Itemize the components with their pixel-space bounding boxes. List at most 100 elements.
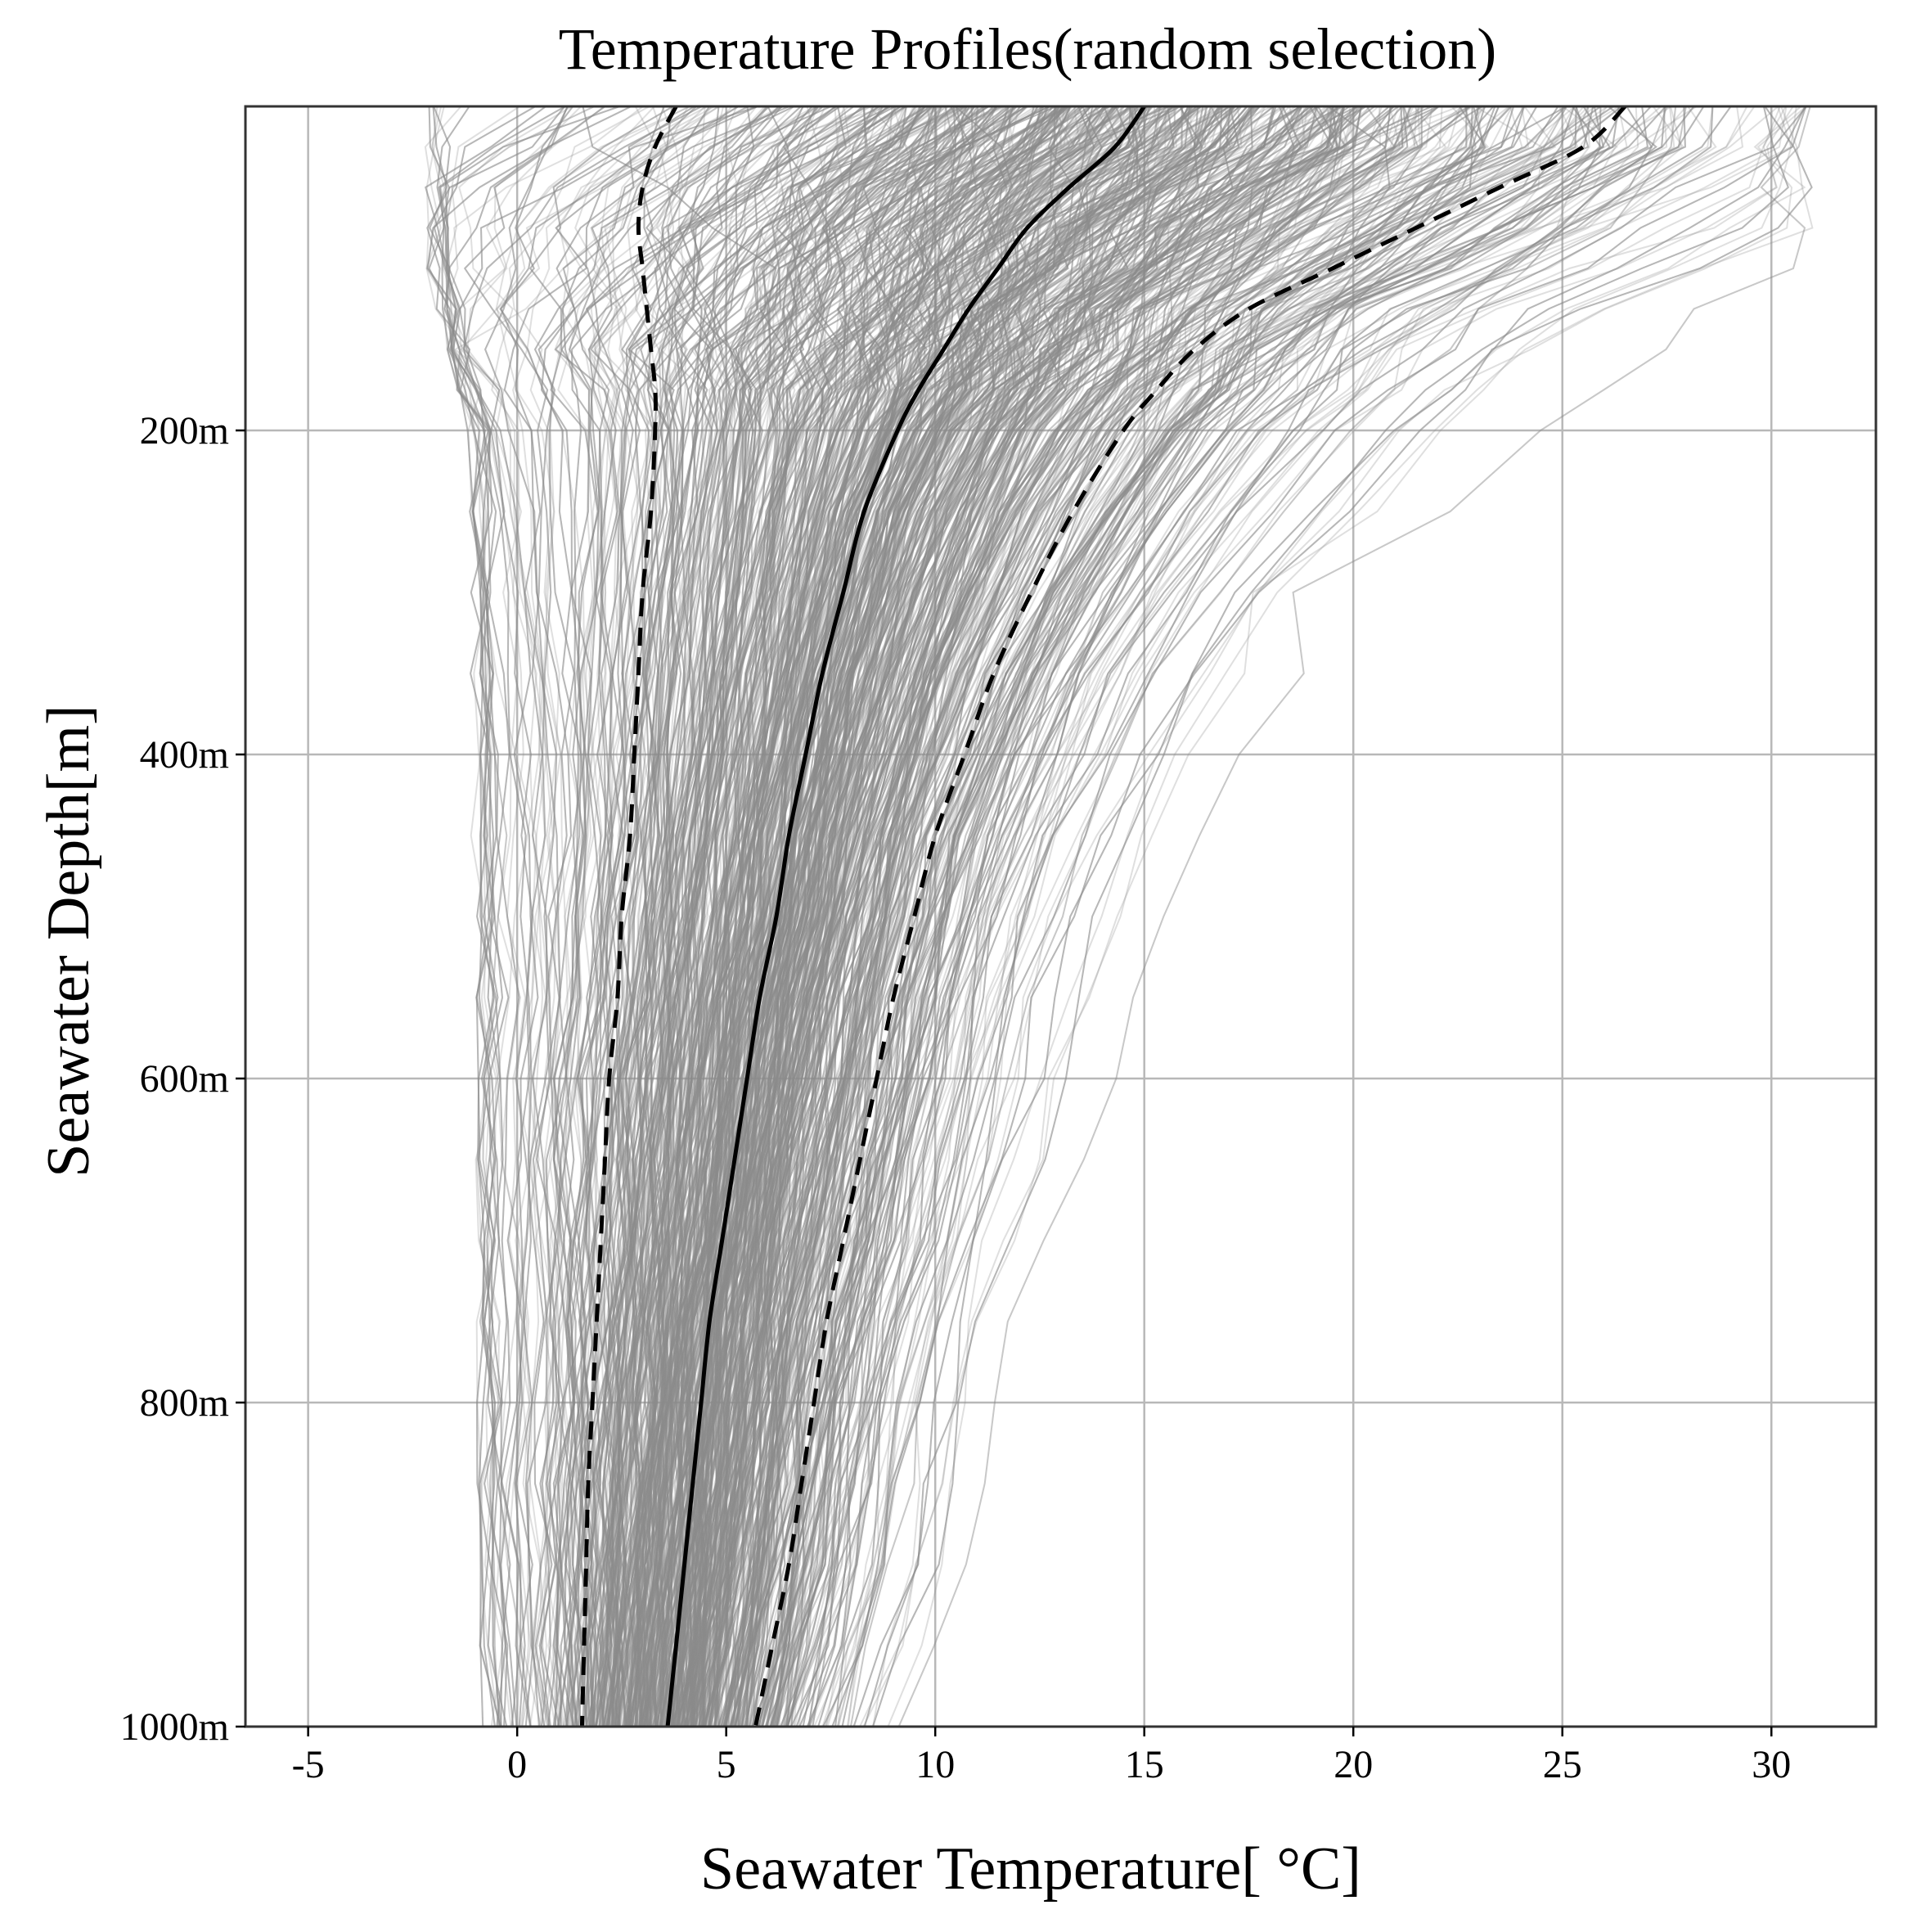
profile-line bbox=[783, 106, 1639, 1727]
profile-line bbox=[636, 106, 1115, 1727]
profile-line bbox=[772, 106, 1567, 1727]
profile-line bbox=[654, 106, 1136, 1727]
profile-line bbox=[719, 106, 1473, 1727]
profile-line bbox=[550, 106, 902, 1727]
profile-line bbox=[694, 106, 1338, 1727]
profile-line bbox=[645, 106, 1272, 1727]
profile-line bbox=[659, 106, 1056, 1727]
y-tick-label: 400m bbox=[140, 733, 229, 777]
profile-line bbox=[634, 106, 1077, 1727]
x-tick-label: 15 bbox=[1125, 1743, 1164, 1786]
profile-line bbox=[676, 106, 1308, 1727]
profile-line bbox=[837, 106, 1756, 1727]
profile-line bbox=[790, 106, 1628, 1727]
profile-line bbox=[659, 106, 1356, 1727]
profile-line bbox=[658, 106, 1172, 1727]
profile-line bbox=[622, 106, 949, 1727]
profile-line bbox=[433, 106, 536, 1727]
profile-line bbox=[694, 106, 1338, 1727]
profile-line bbox=[631, 106, 1119, 1727]
profile-line bbox=[698, 106, 1266, 1727]
profile-line bbox=[598, 106, 963, 1727]
profile-line bbox=[659, 106, 1231, 1727]
profile-line bbox=[659, 106, 1082, 1727]
profile-line bbox=[605, 106, 850, 1727]
profile-line bbox=[577, 106, 673, 1727]
profile-line bbox=[693, 106, 1190, 1727]
profile-line bbox=[730, 106, 1403, 1727]
profile-line bbox=[698, 106, 1362, 1727]
profile-line bbox=[674, 106, 1202, 1727]
profile-line bbox=[632, 106, 1174, 1727]
profile-line bbox=[676, 106, 1133, 1727]
profile-line bbox=[767, 106, 1486, 1727]
profile-line bbox=[631, 106, 1052, 1727]
profile-line bbox=[598, 106, 948, 1727]
profile-line bbox=[644, 106, 1235, 1727]
profile-line bbox=[806, 106, 1611, 1727]
profile-line bbox=[776, 106, 1576, 1727]
profile-line bbox=[554, 106, 832, 1727]
profile-line bbox=[582, 106, 777, 1727]
profile-line bbox=[704, 106, 1277, 1727]
profile-line bbox=[790, 106, 1590, 1727]
profile-line bbox=[643, 106, 997, 1727]
profile-line bbox=[508, 106, 650, 1727]
profile-line bbox=[532, 106, 790, 1727]
profile-line bbox=[739, 106, 1363, 1727]
profile-line bbox=[605, 106, 889, 1727]
profile-line bbox=[693, 106, 1258, 1727]
profile-line bbox=[756, 106, 1621, 1727]
profile-line bbox=[677, 106, 1064, 1727]
profile-line bbox=[647, 106, 1179, 1727]
profile-line bbox=[766, 106, 1295, 1727]
profile-line bbox=[606, 106, 907, 1727]
profile-line bbox=[646, 106, 1115, 1727]
y-tick-label: 1000m bbox=[120, 1705, 229, 1749]
profile-line bbox=[426, 106, 500, 1727]
profile-line bbox=[659, 106, 1081, 1727]
profile-line bbox=[638, 106, 1241, 1727]
profile-line bbox=[831, 106, 1657, 1727]
profile-line bbox=[633, 106, 998, 1727]
profile-line bbox=[722, 106, 1345, 1727]
profile-line bbox=[618, 106, 1045, 1727]
profile-line bbox=[752, 106, 1468, 1727]
profile-line bbox=[428, 106, 510, 1727]
profile-line bbox=[740, 106, 1346, 1727]
profile-line bbox=[693, 106, 1190, 1727]
profile-line bbox=[604, 106, 893, 1727]
profile-line bbox=[500, 106, 573, 1727]
profile-line bbox=[429, 106, 501, 1727]
profile-line bbox=[567, 106, 783, 1727]
profile-line bbox=[769, 106, 1496, 1727]
profile-line bbox=[673, 106, 1301, 1727]
profile-line bbox=[636, 106, 974, 1727]
profile-line bbox=[753, 106, 1423, 1727]
x-tick-label: 25 bbox=[1543, 1743, 1582, 1786]
profile-line bbox=[802, 106, 1625, 1727]
profile-line bbox=[599, 106, 969, 1727]
profile-line bbox=[731, 106, 1433, 1727]
profile-line bbox=[663, 106, 1091, 1727]
profile-line bbox=[632, 106, 1174, 1727]
profile-line bbox=[676, 106, 1140, 1727]
profile-line bbox=[708, 106, 1359, 1727]
profile-line bbox=[690, 106, 1275, 1727]
profile-line bbox=[673, 106, 1301, 1727]
profile-line bbox=[604, 106, 1068, 1727]
profile-line bbox=[708, 106, 1359, 1727]
profile-line bbox=[614, 106, 897, 1727]
profile-line bbox=[641, 106, 1071, 1727]
profile-line bbox=[688, 106, 1140, 1727]
profile-line bbox=[731, 106, 1567, 1727]
profile-line bbox=[772, 106, 1567, 1727]
profile-line bbox=[628, 106, 908, 1727]
profile-line bbox=[660, 106, 1302, 1727]
profile-line bbox=[680, 106, 1149, 1727]
profile-line bbox=[787, 106, 1602, 1727]
profile-line bbox=[825, 106, 1684, 1727]
profile-line bbox=[690, 106, 1160, 1727]
profile-line bbox=[706, 106, 1176, 1727]
profile-line bbox=[552, 106, 902, 1727]
